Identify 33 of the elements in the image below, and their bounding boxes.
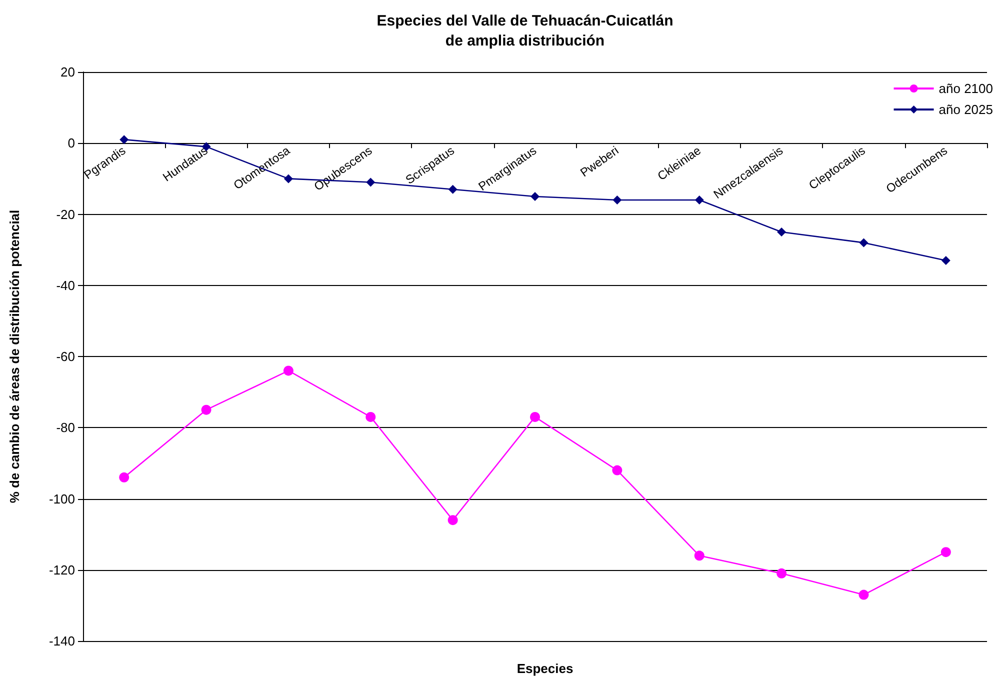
point <box>859 238 868 248</box>
point <box>694 196 704 205</box>
point <box>940 547 951 558</box>
y-axis-title: % de cambio de áreas de distribución potencial <box>7 210 22 504</box>
point <box>283 366 294 376</box>
y-tick-label: -120 <box>48 562 75 578</box>
point <box>858 590 869 600</box>
point <box>612 465 622 476</box>
point <box>530 412 540 422</box>
y-tick-label: -140 <box>48 634 75 648</box>
point <box>119 472 130 482</box>
point <box>120 135 129 144</box>
y-tick-label: -80 <box>56 420 75 436</box>
y-tick-label: -40 <box>56 278 75 293</box>
y-tick-label: -100 <box>48 491 75 506</box>
point <box>694 550 704 561</box>
y-tick-label: 20 <box>60 64 75 80</box>
point <box>777 228 786 237</box>
point <box>776 568 787 578</box>
point <box>612 196 622 205</box>
x-axis-title: Especies <box>516 661 574 676</box>
y-tick-label: 0 <box>68 136 75 151</box>
point <box>201 404 212 415</box>
chart-title: Especies del Valle de Tehuacán-Cuicatlán de amplia distribución <box>376 12 674 50</box>
point <box>448 515 458 526</box>
y-tick-label: -20 <box>56 206 75 222</box>
point <box>448 184 458 194</box>
legend-label: año 2025 <box>938 102 994 117</box>
point <box>941 256 950 265</box>
point <box>530 192 540 201</box>
y-tick-label: -60 <box>56 349 75 364</box>
legend-label: año 2100 <box>938 81 994 96</box>
point <box>366 412 376 422</box>
